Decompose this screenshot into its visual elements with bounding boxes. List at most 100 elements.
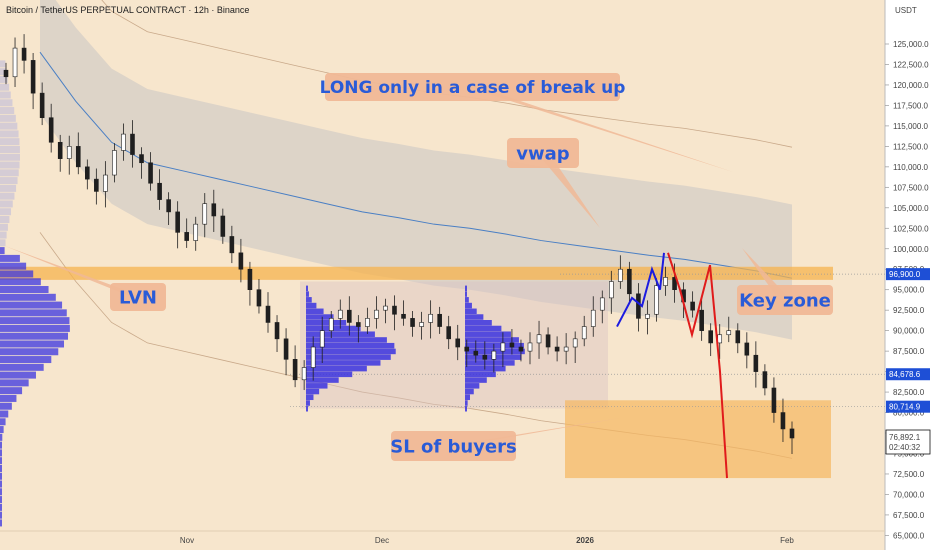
left-profile-bar bbox=[0, 480, 2, 488]
left-profile-bar bbox=[0, 262, 27, 270]
candle-body bbox=[374, 309, 379, 319]
candle-body bbox=[410, 318, 415, 327]
sl-zone-box bbox=[565, 400, 831, 479]
currency-label: USDT bbox=[895, 6, 917, 15]
candle-body bbox=[383, 305, 388, 311]
price-tick-label: 110,000.0 bbox=[893, 163, 929, 172]
left-profile-bar bbox=[0, 348, 59, 356]
sl-annotation-text: SL of buyers bbox=[390, 436, 516, 457]
session-profile-bar bbox=[306, 285, 308, 292]
left-profile-bar bbox=[0, 184, 17, 192]
sl-annotation-box bbox=[391, 431, 516, 461]
left-profile-bar bbox=[0, 418, 6, 426]
left-profile-bar bbox=[0, 449, 2, 457]
left-profile-bar bbox=[0, 402, 12, 410]
left-profile-bar bbox=[0, 356, 52, 364]
candle-body bbox=[654, 285, 659, 315]
left-profile-bar bbox=[0, 270, 34, 278]
session-profile-bar bbox=[465, 302, 472, 309]
key-zone-annotation-text: Key zone bbox=[739, 290, 831, 311]
price-tick-label: 115,000.0 bbox=[893, 122, 929, 131]
candle-body bbox=[337, 309, 343, 319]
session-profile-bar bbox=[306, 400, 310, 406]
candle-body bbox=[292, 359, 298, 381]
price-tick-label: 95,000.0 bbox=[893, 286, 925, 295]
left-profile-bar bbox=[0, 426, 4, 434]
left-profile-bar bbox=[0, 247, 5, 255]
annotations-layer: LONG only in a case of break up vwap LVN Ke… bbox=[5, 73, 833, 461]
price-tick-label: 120,000.0 bbox=[893, 81, 929, 90]
candle-body bbox=[12, 47, 18, 78]
left-profile-bar bbox=[0, 332, 69, 340]
candle-body bbox=[518, 346, 524, 352]
left-profile-bar bbox=[0, 433, 3, 441]
left-profile-bar bbox=[0, 130, 19, 138]
candle-body bbox=[48, 117, 54, 143]
session-profile-bar bbox=[306, 348, 396, 355]
long-annotation-callout bbox=[466, 87, 733, 172]
lvn-annotation-text: LVN bbox=[119, 287, 157, 308]
left-profile-bar bbox=[0, 293, 56, 301]
session-profile-bar bbox=[306, 337, 387, 343]
candle-body bbox=[274, 322, 280, 340]
session-profile-bar bbox=[465, 360, 515, 366]
candle-body bbox=[636, 293, 641, 319]
session-profile-bar bbox=[306, 331, 375, 337]
candle-body bbox=[193, 223, 199, 241]
candle-body bbox=[30, 60, 36, 94]
session-profile-bar bbox=[465, 314, 484, 320]
candle-body bbox=[726, 330, 732, 336]
left-profile-bar bbox=[0, 301, 63, 309]
candle-body bbox=[401, 313, 406, 319]
candle-body bbox=[581, 326, 587, 340]
session-profile-bar bbox=[465, 337, 519, 343]
candle-body bbox=[220, 215, 226, 237]
candle-body bbox=[455, 338, 461, 348]
candle-body bbox=[57, 141, 63, 159]
bearish-projection-path bbox=[667, 252, 728, 479]
key-zone-band bbox=[0, 266, 833, 280]
price-tag-level1: 96,900.0 bbox=[889, 270, 921, 279]
left-profile-bar bbox=[0, 68, 7, 76]
left-profile-bar bbox=[0, 239, 6, 247]
left-profile-bar bbox=[0, 153, 20, 161]
candle-body bbox=[347, 309, 352, 323]
session-profile-bar bbox=[306, 388, 320, 395]
candles-layer bbox=[3, 34, 795, 454]
left-profile-bar bbox=[0, 503, 2, 511]
candle-body bbox=[94, 178, 99, 192]
left-profile-bar bbox=[0, 208, 12, 216]
left-profile-bar bbox=[0, 457, 2, 465]
countdown-label: 02:40:32 bbox=[889, 443, 921, 452]
bullish-projection-path bbox=[616, 252, 665, 328]
candle-body bbox=[708, 330, 713, 344]
left-profile-bar bbox=[0, 363, 44, 371]
price-tick-label: 90,000.0 bbox=[893, 327, 925, 336]
session-profile-bar bbox=[465, 285, 467, 292]
left-profile-bar bbox=[0, 286, 49, 294]
candle-body bbox=[148, 162, 153, 184]
lvn-annotation-box bbox=[110, 283, 166, 311]
left-profile-bar bbox=[0, 488, 2, 496]
candle-body bbox=[392, 305, 397, 315]
vwap-annotation-text: vwap bbox=[516, 143, 570, 164]
left-profile-bar bbox=[0, 340, 65, 348]
price-tick-label: 100,000.0 bbox=[893, 245, 929, 254]
candle-body bbox=[256, 289, 262, 307]
candle-body bbox=[645, 313, 650, 319]
candle-body bbox=[419, 322, 424, 327]
current-price-tag-bg bbox=[885, 429, 931, 455]
left-profile-bar bbox=[0, 387, 23, 395]
left-profile-bar bbox=[0, 371, 36, 379]
left-profile-bar bbox=[0, 223, 8, 231]
candle-body bbox=[66, 146, 72, 159]
price-tick-label: 92,500.0 bbox=[893, 306, 925, 315]
session-profile-bar bbox=[465, 365, 506, 372]
session-profile-bar bbox=[465, 320, 492, 326]
session-profile-bar bbox=[306, 320, 347, 326]
candle-body bbox=[627, 268, 632, 295]
session-profile-bar bbox=[306, 314, 334, 320]
left-profile-bar bbox=[0, 496, 2, 504]
